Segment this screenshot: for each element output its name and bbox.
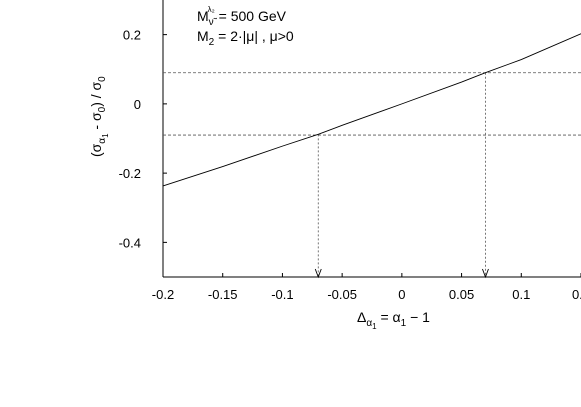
x-tick-label: -0.2 — [152, 287, 174, 302]
x-ticks: -0.2 -0.15 -0.1 -0.05 0 0.05 0.1 0.1 — [152, 273, 581, 302]
series-group — [162, 33, 581, 187]
legend-line-1: Mν̃λ₂ = 500 GeV — [197, 5, 287, 28]
legend-line-2: M2 = 2·|μ| , μ>0 — [197, 28, 294, 48]
reference-lines — [163, 72, 581, 279]
x-tick-label: 0.1 — [512, 287, 530, 302]
arrowhead-icon — [482, 268, 489, 279]
axes — [162, 0, 581, 278]
y-axis-label: (σα1 - σ0) / σ0 — [88, 76, 110, 157]
series-line — [162, 33, 581, 187]
x-axis-label: Δα1 = α1 − 1 — [357, 309, 430, 331]
y-tick-label: -0.2 — [119, 166, 141, 181]
x-tick-label: 0.05 — [449, 287, 474, 302]
x-tick-label: 0 — [398, 287, 405, 302]
x-tick-label: -0.15 — [208, 287, 238, 302]
y-tick-label: 0 — [134, 97, 141, 112]
y-tick-label: 0.2 — [123, 28, 141, 43]
y-ticks: -0.4 -0.2 0 0.2 — [119, 28, 167, 250]
x-tick-label: -0.1 — [271, 287, 293, 302]
arrowhead-icon — [314, 268, 322, 279]
x-tick-label: 0.1 — [572, 287, 581, 302]
y-tick-label: -0.4 — [119, 235, 141, 250]
x-tick-label: -0.05 — [327, 287, 357, 302]
